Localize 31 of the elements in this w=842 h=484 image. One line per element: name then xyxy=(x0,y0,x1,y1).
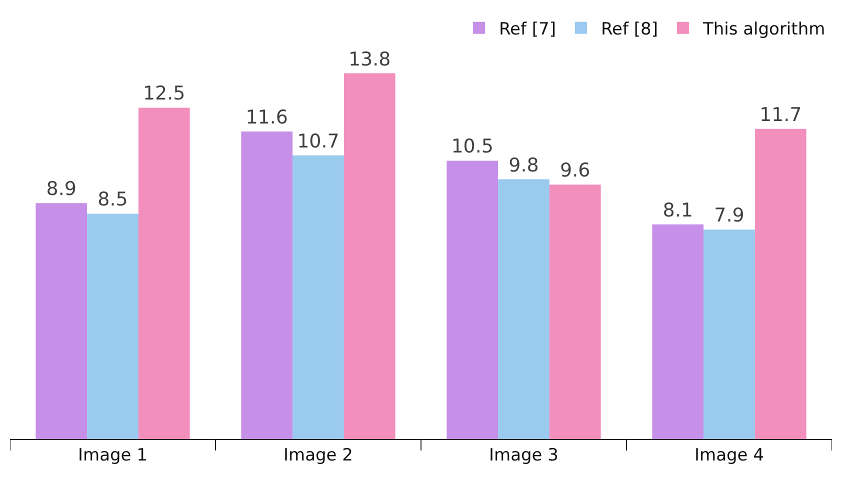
data-label: 9.8 xyxy=(508,154,539,176)
bar xyxy=(36,203,88,439)
bar xyxy=(754,128,806,439)
data-label: 11.7 xyxy=(759,104,802,126)
data-label: 11.6 xyxy=(246,106,288,129)
bar xyxy=(138,108,190,439)
legend-label: Ref [8] xyxy=(600,19,658,40)
x-tick-label: Image 1 xyxy=(78,445,148,466)
bar xyxy=(292,155,344,439)
data-label: 12.5 xyxy=(142,82,186,105)
x-tick-label: Image 4 xyxy=(694,445,764,466)
legend-label: This algorithm xyxy=(702,19,826,40)
bar xyxy=(549,184,601,439)
bar xyxy=(344,73,396,439)
x-tick-label: Image 2 xyxy=(284,445,353,466)
data-label: 13.8 xyxy=(348,48,391,70)
data-label: 8.9 xyxy=(46,178,76,200)
bar xyxy=(498,179,550,439)
data-label: 8.1 xyxy=(662,199,693,222)
x-tick-label: Image 3 xyxy=(489,445,558,466)
data-label: 10.7 xyxy=(297,130,340,152)
bar xyxy=(652,224,704,439)
bar xyxy=(87,214,138,439)
data-label: 8.5 xyxy=(98,188,128,211)
legend-label: Ref [7] xyxy=(499,19,556,40)
bar xyxy=(241,132,293,439)
data-label: 9.6 xyxy=(560,160,590,182)
bar xyxy=(704,230,755,439)
data-label: 7.9 xyxy=(714,204,744,227)
data-label: 10.5 xyxy=(451,136,494,158)
bar xyxy=(446,160,498,439)
